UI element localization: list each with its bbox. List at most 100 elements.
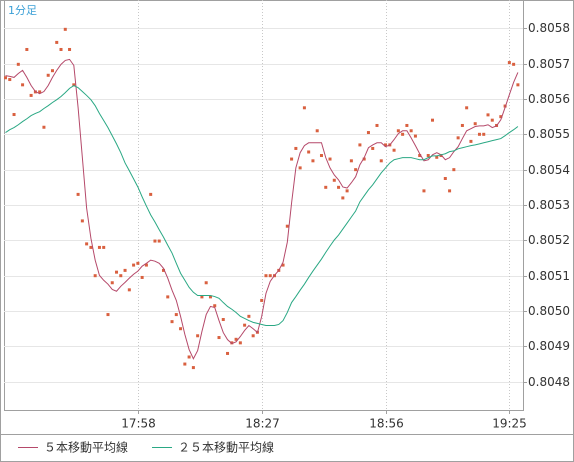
y-tick-label: 0.8049 [528, 339, 570, 353]
price-dot [486, 113, 490, 117]
price-dot [358, 143, 362, 147]
ma-line [5, 84, 519, 327]
price-dot [16, 62, 20, 66]
price-dot [264, 274, 268, 278]
price-dot [473, 122, 477, 126]
price-dot [89, 245, 93, 249]
price-dot [431, 118, 434, 122]
price-dot [392, 148, 396, 152]
y-tick-label: 0.8057 [528, 57, 570, 71]
price-dot [153, 239, 157, 243]
y-tick-label: 0.8052 [528, 233, 570, 247]
price-dot [349, 159, 353, 163]
price-dot [516, 83, 520, 87]
price-dot [208, 295, 212, 299]
price-dot [55, 40, 59, 44]
y-tick-label: 0.8056 [528, 92, 570, 106]
price-dot [123, 268, 127, 272]
y-tick-label: 0.8051 [528, 269, 570, 283]
price-dot [469, 139, 473, 143]
price-dot [243, 323, 247, 327]
price-dot [50, 69, 54, 73]
price-dot [298, 166, 302, 170]
price-dot [354, 168, 358, 172]
price-dot [251, 334, 255, 338]
price-dot [140, 275, 144, 279]
price-dot [38, 90, 42, 94]
price-dot [435, 155, 439, 159]
price-dot [12, 113, 16, 117]
price-dot [396, 129, 400, 133]
price-dot [413, 134, 417, 138]
price-dot [80, 219, 84, 223]
price-dot [213, 304, 217, 308]
x-tick-label: 17:58 [121, 417, 156, 431]
price-dot [418, 154, 422, 158]
price-dot [490, 118, 494, 122]
price-dot [8, 78, 12, 82]
price-dot [179, 327, 183, 331]
price-dot [110, 281, 114, 285]
price-dot [132, 263, 136, 267]
price-dot [332, 178, 336, 182]
price-dot [290, 157, 294, 161]
price-dot [238, 341, 242, 345]
price-dot [285, 224, 289, 228]
price-dot [166, 295, 170, 299]
price-dot [324, 185, 328, 189]
price-dot [97, 245, 101, 249]
price-dot [281, 263, 285, 267]
price-dot [345, 189, 349, 193]
price-dot [499, 115, 503, 119]
price-dot [106, 313, 110, 317]
x-tick-label: 18:56 [369, 417, 404, 431]
price-dot [379, 159, 383, 163]
price-dot [268, 274, 272, 278]
price-dot [230, 341, 234, 345]
price-dot [68, 47, 72, 51]
price-dot [200, 295, 204, 299]
price-dot [119, 274, 123, 278]
price-dot [452, 168, 456, 172]
chart-title: 1分足 [8, 4, 37, 17]
price-dot [401, 132, 405, 136]
price-dot [217, 336, 221, 340]
price-dot [25, 47, 29, 51]
price-dot [161, 268, 165, 272]
price-dot [341, 196, 345, 200]
price-dot [127, 288, 131, 292]
price-dot [4, 76, 7, 80]
ma-line [5, 58, 519, 360]
price-dot [149, 192, 153, 196]
price-dot [59, 47, 63, 51]
price-dot [115, 270, 119, 274]
price-dot [311, 159, 315, 163]
price-dot [221, 318, 225, 322]
legend-label: ５本移動平均線 [44, 440, 128, 455]
price-dot [174, 313, 178, 317]
price-dot [409, 129, 413, 133]
y-tick-label: 0.8054 [528, 163, 570, 177]
price-dot [187, 355, 191, 359]
y-tick-label: 0.8058 [528, 21, 570, 35]
price-dot [328, 157, 332, 161]
price-dot [422, 189, 426, 193]
price-dot [226, 351, 230, 355]
x-tick-label: 18:27 [245, 417, 280, 431]
price-dot [456, 136, 460, 140]
price-dot [102, 245, 106, 249]
price-dot [448, 189, 452, 193]
price-dot [366, 131, 370, 135]
price-dot [170, 320, 174, 324]
price-dot [512, 62, 516, 66]
price-dot [307, 150, 311, 154]
price-dot [465, 106, 469, 110]
price-dot [260, 298, 264, 302]
y-tick-label: 0.8053 [528, 198, 570, 212]
y-tick-label: 0.8050 [528, 304, 570, 318]
price-dot [191, 366, 195, 370]
price-dot [42, 125, 46, 129]
price-dot [196, 334, 200, 338]
price-dot [362, 157, 366, 161]
